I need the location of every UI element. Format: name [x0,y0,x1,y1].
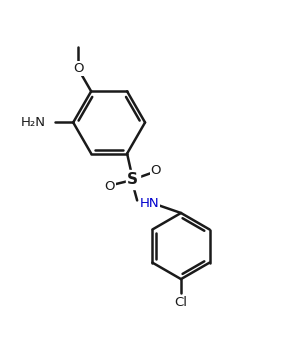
Text: Cl: Cl [175,296,188,310]
Text: S: S [127,172,138,187]
Text: O: O [105,180,115,193]
Text: O: O [73,62,84,75]
Text: H₂N: H₂N [21,116,46,129]
Text: HN: HN [140,197,160,210]
Text: O: O [151,164,161,177]
